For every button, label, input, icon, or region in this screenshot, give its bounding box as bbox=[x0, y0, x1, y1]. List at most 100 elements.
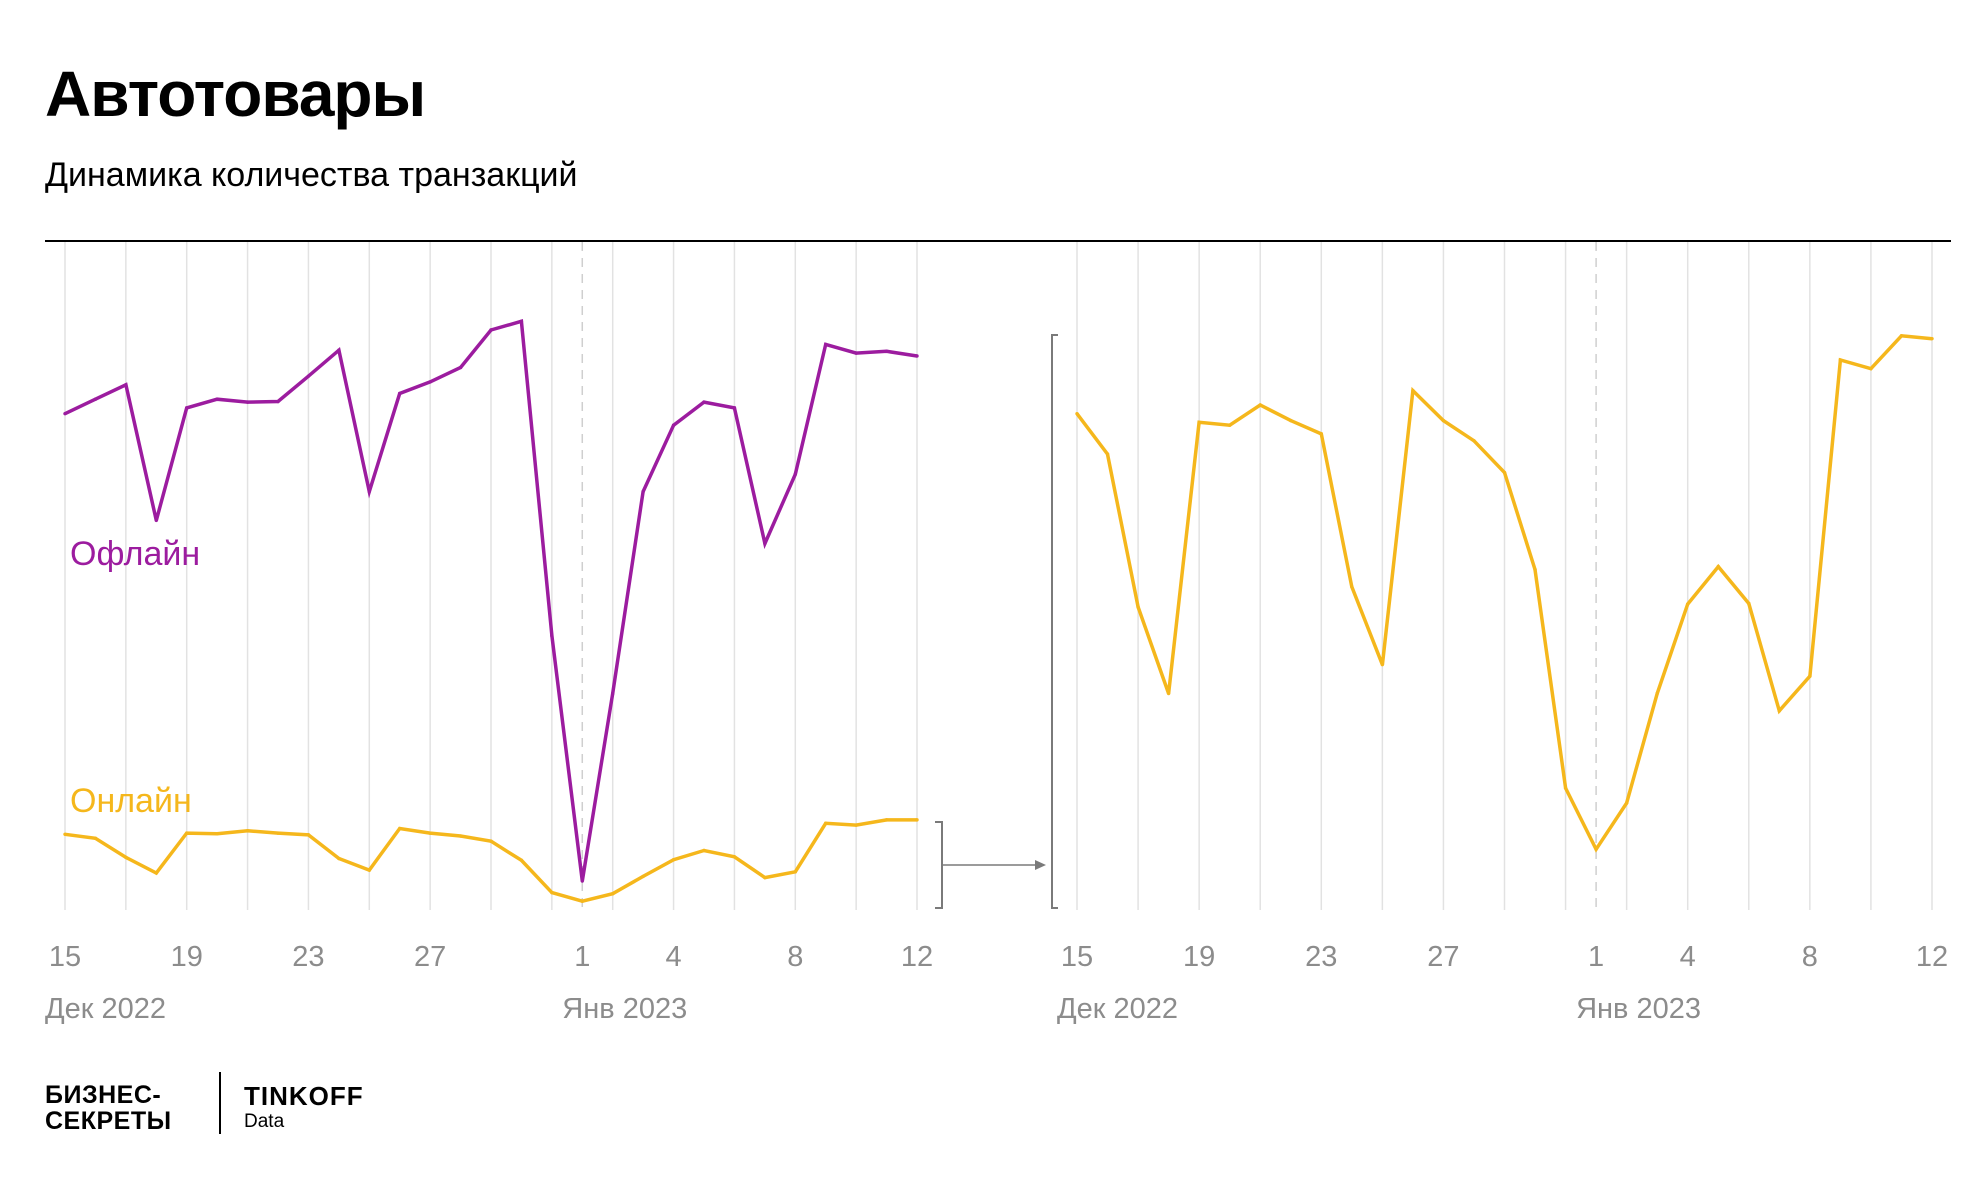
data-point bbox=[215, 397, 219, 401]
data-point bbox=[1899, 334, 1904, 338]
x-tick-label: 27 bbox=[1427, 941, 1459, 973]
x-tick-label: 15 bbox=[49, 941, 81, 973]
x-tick-label: 15 bbox=[1061, 941, 1093, 973]
data-point bbox=[185, 406, 189, 410]
data-point bbox=[550, 890, 554, 895]
x-tick-label: 19 bbox=[1183, 941, 1215, 973]
data-point bbox=[1166, 691, 1171, 696]
data-point bbox=[1380, 662, 1385, 667]
header-divider bbox=[45, 240, 1951, 242]
x-tick-label: 12 bbox=[1916, 941, 1948, 973]
x-month-label: Дек 2022 bbox=[45, 993, 166, 1025]
data-point bbox=[458, 365, 463, 370]
data-point bbox=[915, 354, 919, 358]
x-tick-label: 8 bbox=[787, 941, 803, 973]
data-point bbox=[1869, 366, 1873, 371]
data-point bbox=[1197, 420, 1201, 425]
data-point bbox=[337, 856, 341, 861]
data-point bbox=[611, 892, 615, 896]
data-point bbox=[1411, 388, 1415, 393]
data-point bbox=[93, 836, 98, 841]
data-point bbox=[1838, 358, 1843, 362]
data-point bbox=[671, 423, 676, 427]
data-point bbox=[732, 855, 737, 859]
zoom-arrow-head bbox=[1035, 860, 1046, 870]
x-tick-label: 23 bbox=[1305, 941, 1337, 973]
data-point bbox=[215, 832, 219, 836]
data-point bbox=[824, 342, 828, 347]
data-point bbox=[824, 821, 828, 826]
chart-title: Автотовары bbox=[45, 58, 426, 130]
data-point bbox=[763, 541, 767, 546]
data-point bbox=[124, 855, 128, 860]
x-tick-label: 23 bbox=[292, 941, 324, 973]
data-point bbox=[732, 406, 737, 410]
logo-sub: Data bbox=[244, 1111, 285, 1132]
data-point bbox=[519, 858, 524, 862]
data-point bbox=[519, 319, 524, 324]
series-label: Онлайн bbox=[70, 782, 192, 820]
data-point bbox=[306, 374, 311, 378]
data-point bbox=[580, 879, 584, 883]
data-point bbox=[245, 400, 250, 404]
data-point bbox=[1502, 470, 1507, 475]
data-point bbox=[154, 871, 158, 875]
data-point bbox=[154, 518, 158, 523]
data-point bbox=[884, 349, 889, 354]
data-point bbox=[1808, 674, 1812, 678]
zoom-connector bbox=[935, 334, 1058, 909]
x-tick-label: 19 bbox=[171, 941, 203, 973]
x-tick-label: 4 bbox=[1680, 941, 1696, 973]
data-point bbox=[337, 348, 341, 352]
data-point bbox=[398, 391, 402, 396]
data-point bbox=[63, 832, 67, 836]
logo-brand: TINKOFF bbox=[244, 1081, 364, 1111]
data-point bbox=[884, 818, 889, 822]
data-point bbox=[1289, 418, 1293, 423]
x-month-label: Янв 2023 bbox=[562, 993, 687, 1025]
logo-line-2: СЕКРЕТЫ bbox=[45, 1107, 172, 1135]
data-point bbox=[1075, 411, 1079, 416]
data-point bbox=[489, 839, 493, 843]
data-point bbox=[763, 875, 767, 880]
data-point bbox=[458, 834, 463, 838]
data-point bbox=[915, 818, 919, 822]
x-tick-label: 8 bbox=[1802, 941, 1818, 973]
chart-subtitle: Динамика количества транзакций bbox=[45, 156, 578, 194]
data-point bbox=[489, 328, 493, 332]
data-point bbox=[63, 411, 67, 416]
data-point bbox=[641, 489, 645, 494]
data-point bbox=[1747, 601, 1751, 606]
data-point bbox=[1319, 432, 1323, 436]
x-month-label: Дек 2022 bbox=[1057, 993, 1178, 1025]
data-point bbox=[702, 400, 706, 404]
zoom-bracket-target bbox=[1051, 334, 1058, 909]
logo-tinkoff-data: TINKOFF Data bbox=[244, 1082, 364, 1134]
x-tick-label: 1 bbox=[574, 941, 590, 973]
data-point bbox=[93, 397, 98, 401]
data-point bbox=[306, 833, 311, 837]
data-point bbox=[1716, 564, 1720, 569]
data-point bbox=[1777, 709, 1782, 713]
data-point bbox=[1105, 452, 1110, 456]
data-point bbox=[1594, 847, 1598, 851]
data-point bbox=[1227, 423, 1232, 427]
x-tick-label: 12 bbox=[901, 941, 933, 973]
data-point bbox=[793, 472, 797, 476]
data-point bbox=[1655, 691, 1659, 696]
data-point bbox=[1930, 336, 1934, 341]
data-point bbox=[367, 868, 371, 872]
panel-left: 15 19 23 27 1 4 8 12 Дек 2022 Янв 2023 Офлайн Онлай… bbox=[45, 242, 933, 1025]
data-point bbox=[1136, 605, 1140, 609]
data-point bbox=[1533, 567, 1537, 572]
x-tick-label: 27 bbox=[414, 941, 446, 973]
data-point bbox=[854, 351, 858, 355]
data-point bbox=[854, 823, 858, 827]
data-point bbox=[1563, 786, 1568, 790]
data-point bbox=[276, 831, 280, 835]
data-point bbox=[702, 848, 706, 853]
data-point bbox=[793, 870, 797, 874]
data-point bbox=[641, 874, 645, 879]
data-point bbox=[1624, 801, 1629, 805]
